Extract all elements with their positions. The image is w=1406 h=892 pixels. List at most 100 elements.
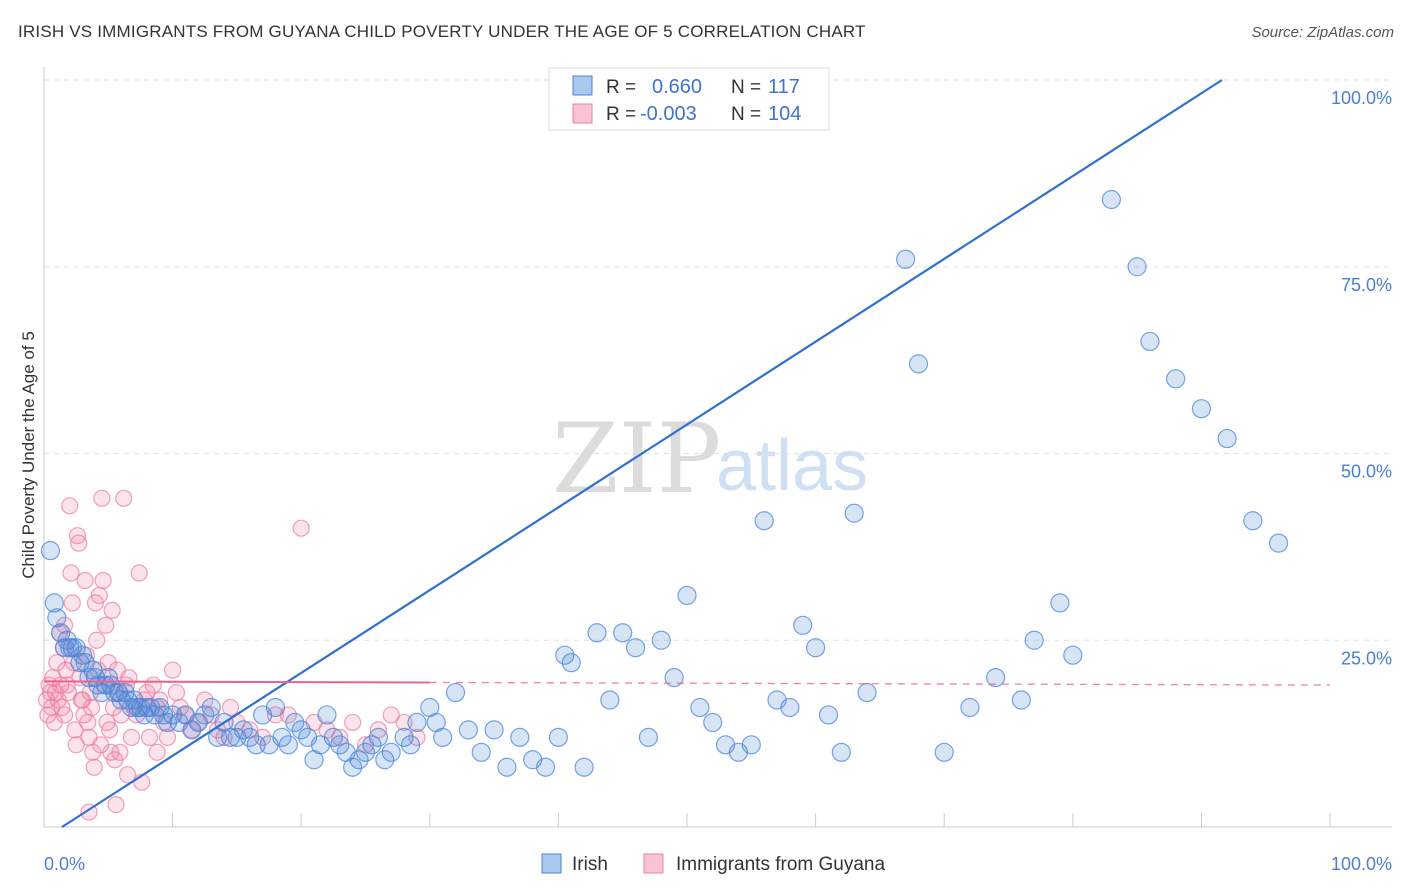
bottom-legend-label-guyana[interactable]: Immigrants from Guyana [676,854,885,875]
irish-point [240,727,260,747]
guyana-point [63,594,81,612]
irish-point [651,630,671,650]
bottom-legend: Irish Immigrants from Guyana [541,853,885,875]
irish-point [1243,511,1263,531]
guyana-point [85,758,103,776]
irish-point [323,727,343,747]
irish-point [548,727,569,747]
irish-point [1191,399,1212,419]
chart-source: Source: ZipAtlas.com [1251,24,1394,41]
irish-point [72,645,93,665]
irish-point [47,608,67,628]
irish-point [195,705,215,725]
irish-point [66,638,86,658]
legend-n-value-guyana: 104 [768,103,801,125]
x-tick-labels: 0.0% 100.0% [44,854,1392,874]
irish-point [831,742,851,762]
irish-point [497,757,517,777]
irish-point [1127,257,1147,277]
irish-point [407,712,427,733]
irish-point [40,541,61,561]
irish-point [458,720,478,740]
irish-point [375,750,395,770]
bottom-legend-label-irish[interactable]: Irish [572,854,608,875]
guyana-point [103,601,121,619]
irish-point [484,720,504,740]
guyana-point [111,743,129,761]
irish-point [83,660,103,680]
y-axis-label: Child Poverty Under the Age of 5 [19,331,38,579]
irish-point [818,705,839,725]
irish-point [1268,533,1289,553]
irish-point [561,653,581,673]
irish-point [278,735,298,755]
irish-point [343,757,363,777]
guyana-point [79,713,97,732]
guyana-point [94,571,112,590]
irish-point [1101,189,1121,210]
irish-point [613,623,633,643]
irish-point [1011,690,1031,710]
guyana-point [292,519,310,537]
guyana-point [130,564,148,582]
legend-frame [548,67,830,131]
legend-r-value-guyana: -0.003 [640,103,697,125]
legend-r-label-guyana: R = [606,104,636,125]
legend-r-value-irish: 0.660 [652,76,702,98]
irish-point [780,697,800,718]
guyana-point [395,713,413,732]
guyana-point [254,728,272,746]
y-tick-labels: 25.0% 50.0% 75.0% 100.0% [1331,88,1392,668]
irish-point [471,742,491,762]
irish-point [54,638,75,658]
irish-point [1024,630,1044,650]
irish-point [555,645,575,665]
guyana-point [266,706,285,724]
irish-point [1217,428,1237,449]
irish-point [433,727,453,747]
irish-point [664,667,684,688]
irish-point [934,742,954,762]
irish-point [638,727,659,747]
bottom-legend-swatch-irish[interactable] [541,853,562,874]
irish-point [349,750,369,770]
irish-point [291,720,311,740]
y-tick-label: 75.0% [1341,275,1392,295]
irish-point [1063,645,1083,665]
irish-point [535,757,556,777]
irish-point [400,735,421,755]
irish-point [793,615,813,635]
guyana-point [164,661,182,679]
irish-point [381,742,401,762]
irish-point [368,727,388,747]
irish-point [690,697,710,718]
guyana-point [67,736,85,754]
chart-title: IRISH VS IMMIGRANTS FROM GUYANA CHILD PO… [18,22,866,41]
guyana-point [55,706,74,724]
irish-point [986,667,1006,688]
irish-point [265,697,286,718]
irish-point [805,638,826,658]
guyana-point [158,728,177,746]
irish-point [1166,369,1186,389]
guyana-point [215,728,233,746]
guyana-point [115,489,133,507]
guyana-points [37,489,426,821]
irish-point [896,249,916,269]
y-tick-label: 25.0% [1341,648,1392,668]
guyana-point [59,683,78,702]
guyana-trend-line [43,680,430,684]
irish-point [394,727,414,747]
guyana-point [93,489,111,507]
guyana-point [118,766,137,784]
guyana-point [408,728,426,746]
irish-point [857,682,877,703]
guyana-point [82,698,101,717]
guyana-point [382,706,400,724]
irish-point [1140,331,1160,352]
guyana-point [62,564,80,582]
irish-point [134,705,154,725]
bottom-legend-swatch-guyana[interactable] [643,853,664,874]
irish-point [677,585,697,606]
